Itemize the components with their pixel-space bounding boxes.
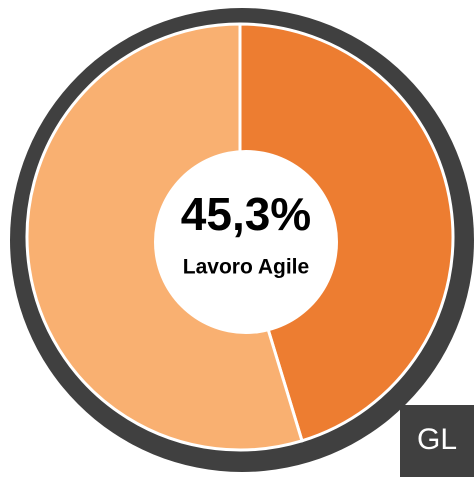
slice (238, 22, 455, 443)
corner-label: GL (417, 423, 457, 456)
center-hole (154, 150, 338, 334)
corner-badge (400, 405, 474, 477)
center-value: 45,3% (181, 188, 311, 240)
center-label: Lavoro Agile (183, 256, 309, 279)
